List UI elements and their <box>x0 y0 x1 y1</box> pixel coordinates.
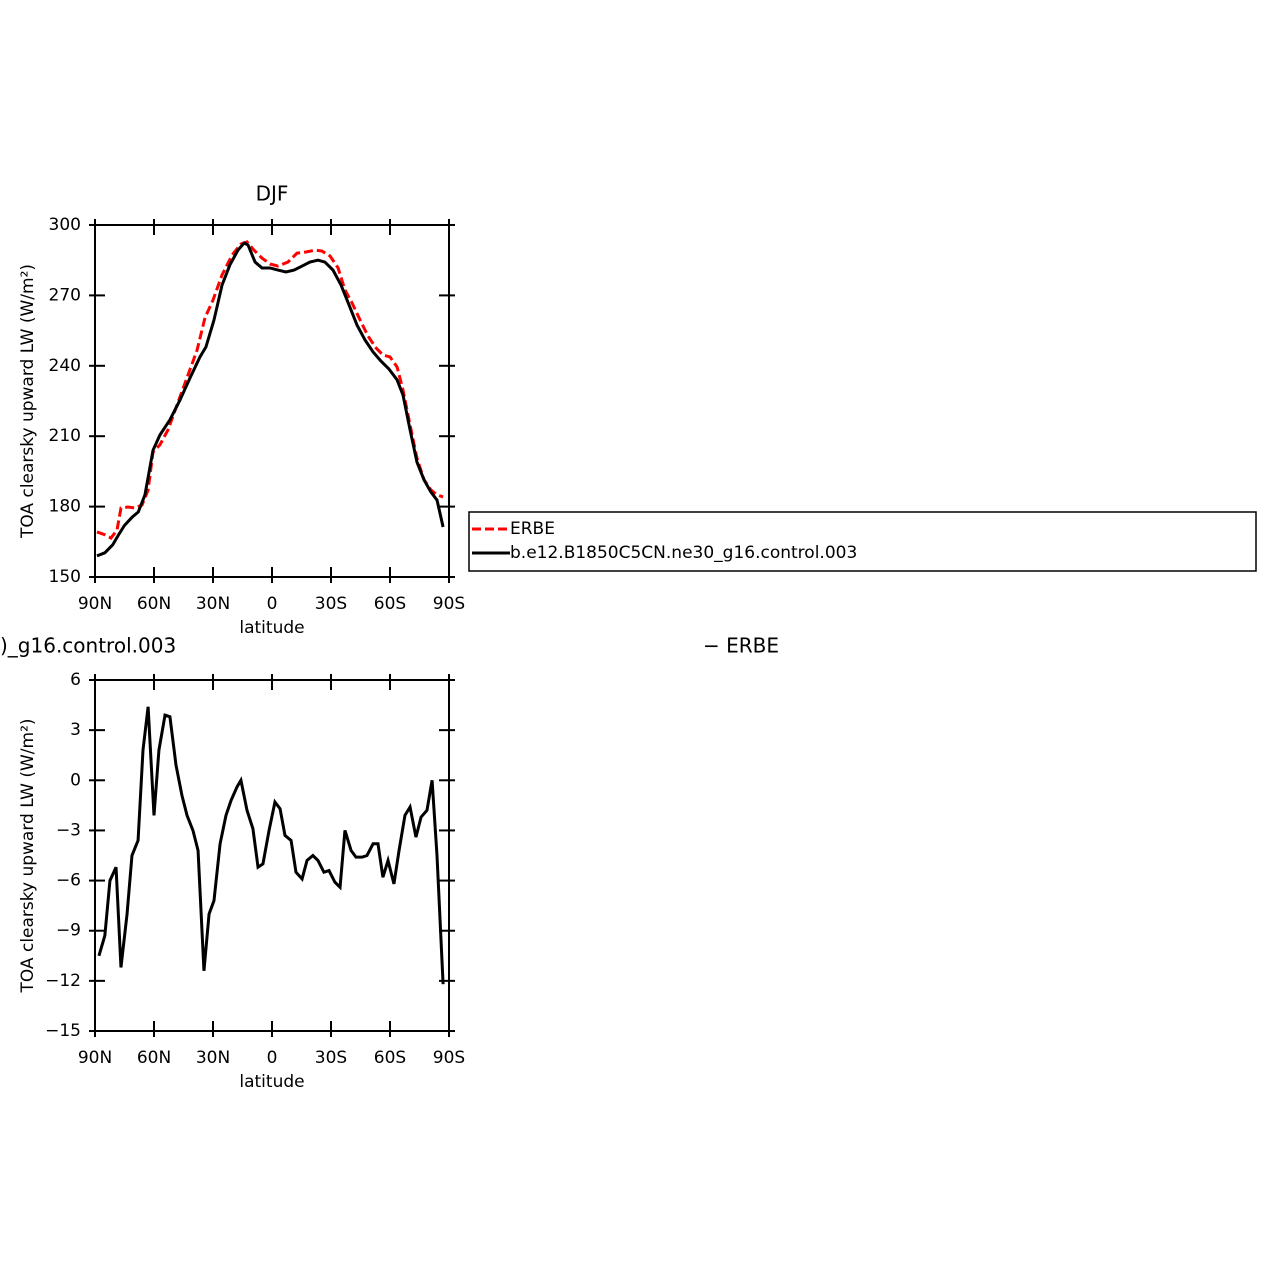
x-tick-label: 0 <box>267 594 278 614</box>
x-tick-label: 60S <box>374 1048 406 1068</box>
line-series <box>96 241 445 558</box>
y-tick-label: 180 <box>49 497 81 517</box>
x-tick-label: 0 <box>267 1048 278 1068</box>
y-tick-label: −15 <box>45 1021 81 1041</box>
x-axis-label: latitude <box>239 618 304 638</box>
chart-title-right: − ERBE <box>703 634 779 658</box>
x-tick-label: 30N <box>196 594 230 614</box>
x-tick-label: 60N <box>137 1048 171 1068</box>
x-axis-label: latitude <box>239 1072 304 1092</box>
x-tick-label: 60S <box>374 594 406 614</box>
y-tick-label: −6 <box>56 871 81 891</box>
x-tick-label: 30S <box>315 594 347 614</box>
y-axis-label: TOA clearsky upward LW (W/m²) <box>18 264 38 539</box>
y-tick-label: −9 <box>56 921 81 941</box>
y-tick-label: 0 <box>70 770 81 790</box>
chart-title: DJF <box>256 182 289 206</box>
x-tick-label: 90S <box>433 594 465 614</box>
y-tick-label: −3 <box>56 820 81 840</box>
chart-title-left: )_g16.control.003 <box>0 634 176 658</box>
y-tick-label: 6 <box>70 670 81 690</box>
y-tick-label: 270 <box>49 285 81 305</box>
legend-label: b.e12.B1850C5CN.ne30_g16.control.003 <box>510 543 857 563</box>
x-tick-label: 90N <box>78 594 112 614</box>
line-series <box>96 240 444 540</box>
legend-label: ERBE <box>510 519 555 539</box>
x-tick-label: 90N <box>78 1048 112 1068</box>
y-tick-label: 300 <box>49 215 81 235</box>
y-axis-label: TOA clearsky upward LW (W/m²) <box>18 718 38 993</box>
x-tick-label: 60N <box>137 594 171 614</box>
x-tick-label: 30S <box>315 1048 347 1068</box>
line-series <box>97 706 445 985</box>
y-tick-label: 210 <box>49 426 81 446</box>
legend-box <box>468 511 1257 572</box>
y-tick-label: −12 <box>45 971 81 991</box>
y-tick-label: 3 <box>70 720 81 740</box>
x-tick-label: 90S <box>433 1048 465 1068</box>
plot-frame <box>94 224 450 578</box>
y-tick-label: 150 <box>49 567 81 587</box>
y-tick-label: 240 <box>49 356 81 376</box>
x-tick-label: 30N <box>196 1048 230 1068</box>
